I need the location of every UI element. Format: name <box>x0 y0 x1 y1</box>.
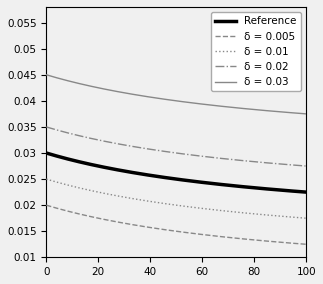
Legend: Reference, δ = 0.005, δ = 0.01, δ = 0.02, δ = 0.03: Reference, δ = 0.005, δ = 0.01, δ = 0.02… <box>211 12 301 91</box>
